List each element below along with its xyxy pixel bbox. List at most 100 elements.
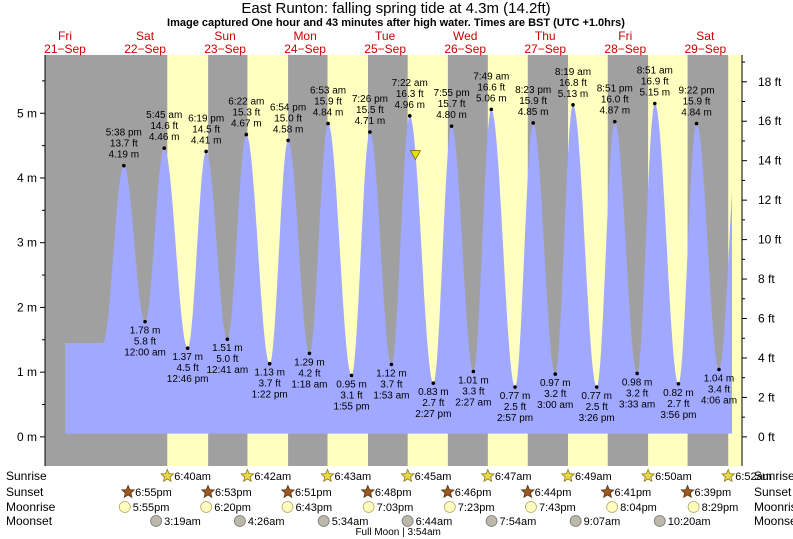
sunrise-time: 6:40am bbox=[174, 471, 211, 483]
low-tide-ft: 2.5 ft bbox=[586, 402, 608, 413]
low-tide-m: 1.04 m bbox=[704, 374, 735, 385]
low-tide-ft: 4.5 ft bbox=[177, 363, 199, 374]
moonrise-time: 7:43pm bbox=[539, 502, 576, 514]
moonset-time: 7:54am bbox=[500, 516, 537, 528]
day-date: 29−Sep bbox=[684, 42, 726, 56]
low-tide-m: 0.97 m bbox=[540, 378, 571, 389]
sunset-time: 6:39pm bbox=[694, 487, 731, 499]
day-headers: Fri21−SepSat22−SepSun23−SepMon24−SepTue2… bbox=[44, 29, 726, 56]
low-tide-m: 1.37 m bbox=[172, 352, 203, 363]
tide-water bbox=[65, 103, 732, 434]
high-tide-time: 8:19 am bbox=[555, 67, 591, 78]
sunrise-icon bbox=[721, 468, 736, 483]
low-tide-ft: 3.3 ft bbox=[462, 387, 484, 398]
day-name: Thu bbox=[535, 29, 556, 43]
sunset-icon bbox=[280, 484, 296, 499]
high-tide-ft: 16.8 ft bbox=[559, 78, 587, 89]
low-tide-ft: 5.0 ft bbox=[216, 354, 238, 365]
day-date: 25−Sep bbox=[364, 42, 406, 56]
day-name: Fri bbox=[618, 29, 632, 43]
sunset-icon bbox=[600, 484, 615, 499]
high-tide-time: 8:51 am bbox=[637, 66, 673, 77]
day-date: 21−Sep bbox=[44, 42, 86, 56]
high-tide-m: 4.87 m bbox=[599, 106, 630, 117]
sunset-icon bbox=[440, 484, 455, 499]
high-tide-ft: 15.3 ft bbox=[232, 108, 260, 119]
left-tick-label: 2 m bbox=[17, 300, 37, 314]
high-tide-ft: 15.5 ft bbox=[356, 105, 384, 116]
moonrise-time: 5:55pm bbox=[133, 502, 170, 514]
low-tide-m: 1.12 m bbox=[376, 368, 407, 379]
high-tide-time: 8:51 pm bbox=[597, 84, 633, 95]
tide-point bbox=[143, 319, 147, 324]
moonrise-time: 6:43pm bbox=[296, 502, 333, 514]
tide-point bbox=[185, 346, 190, 351]
low-tide-ft: 5.8 ft bbox=[134, 337, 156, 348]
high-tide-m: 4.96 m bbox=[394, 100, 425, 111]
low-tide-time: 12:46 pm bbox=[167, 374, 209, 385]
tide-area bbox=[65, 103, 732, 434]
tide-point bbox=[349, 373, 354, 378]
row-label-right: Sunrise bbox=[754, 469, 793, 483]
high-tide-time: 7:22 am bbox=[392, 78, 428, 89]
high-tide-m: 4.80 m bbox=[436, 110, 467, 121]
sunset-time: 6:46pm bbox=[455, 487, 492, 499]
tide-point bbox=[676, 382, 681, 386]
day-name: Fri bbox=[58, 29, 72, 43]
sunrise-icon bbox=[400, 468, 415, 483]
high-tide-ft: 15.9 ft bbox=[519, 96, 547, 107]
left-tick-label: 0 m bbox=[17, 430, 37, 444]
day-name: Sun bbox=[214, 29, 235, 43]
tide-point bbox=[368, 130, 372, 134]
day-date: 28−Sep bbox=[604, 42, 646, 56]
moonrise-time: 8:29pm bbox=[702, 502, 739, 514]
row-label-right: Moonrise bbox=[754, 500, 793, 514]
tide-point bbox=[407, 114, 412, 118]
row-label-right: Moonset bbox=[754, 514, 793, 528]
sunrise-time: 6:47am bbox=[495, 471, 532, 483]
sunrise-time: 6:43am bbox=[335, 471, 372, 483]
high-tide-time: 8:23 pm bbox=[515, 85, 551, 96]
sunrise-time: 6:49am bbox=[575, 471, 612, 483]
tide-point bbox=[571, 103, 575, 107]
moonrise-time: 6:20pm bbox=[214, 502, 251, 514]
sunset-time: 6:51pm bbox=[295, 487, 332, 499]
high-tide-time: 9:22 pm bbox=[678, 86, 714, 97]
sunrise-icon bbox=[240, 468, 255, 483]
high-tide-m: 5.15 m bbox=[640, 88, 671, 99]
low-tide-ft: 3.2 ft bbox=[544, 389, 566, 400]
right-tick-label: 16 ft bbox=[758, 114, 782, 128]
sunset-time: 6:53pm bbox=[215, 487, 252, 499]
sunset-time: 6:55pm bbox=[135, 487, 172, 499]
high-tide-ft: 15.9 ft bbox=[314, 97, 342, 108]
tide-point bbox=[694, 121, 699, 126]
low-tide-m: 0.98 m bbox=[622, 377, 653, 388]
low-tide-time: 1:22 pm bbox=[252, 390, 288, 401]
high-tide-m: 4.71 m bbox=[355, 116, 386, 127]
axes: 0 m 1 m 2 m 3 m 4 m 5 m 0 ft 2 ft 4 ft 6 ft 8 ft 10… bbox=[17, 55, 782, 466]
moonset-icon bbox=[485, 515, 498, 527]
tide-point bbox=[244, 132, 249, 137]
full-moon-note: Full Moon | 3:54am bbox=[355, 527, 440, 538]
low-tide-m: 0.83 m bbox=[418, 387, 449, 398]
low-tide-ft: 2.7 ft bbox=[667, 399, 689, 410]
low-tide-time: 12:00 am bbox=[124, 348, 166, 359]
moonset-icon bbox=[569, 515, 582, 527]
high-tide-m: 5.06 m bbox=[476, 93, 507, 104]
right-tick-label: 6 ft bbox=[758, 312, 775, 326]
tide-point bbox=[326, 121, 330, 126]
high-tide-ft: 14.6 ft bbox=[150, 121, 178, 132]
sunrise-icon bbox=[480, 468, 495, 483]
low-tide-time: 3:33 am bbox=[619, 399, 655, 410]
sunrise-time: 6:52am bbox=[735, 471, 772, 483]
low-tide-time: 2:27 pm bbox=[415, 409, 451, 420]
high-tide-ft: 15.7 ft bbox=[438, 99, 466, 110]
tide-point bbox=[652, 101, 657, 106]
moonrise-icon bbox=[362, 501, 375, 513]
low-tide-m: 0.77 m bbox=[581, 391, 612, 402]
moonrise-icon bbox=[525, 501, 537, 513]
high-tide-time: 7:49 am bbox=[473, 71, 509, 82]
sunset-icon bbox=[120, 484, 136, 499]
sunrise-time: 6:45am bbox=[415, 471, 452, 483]
